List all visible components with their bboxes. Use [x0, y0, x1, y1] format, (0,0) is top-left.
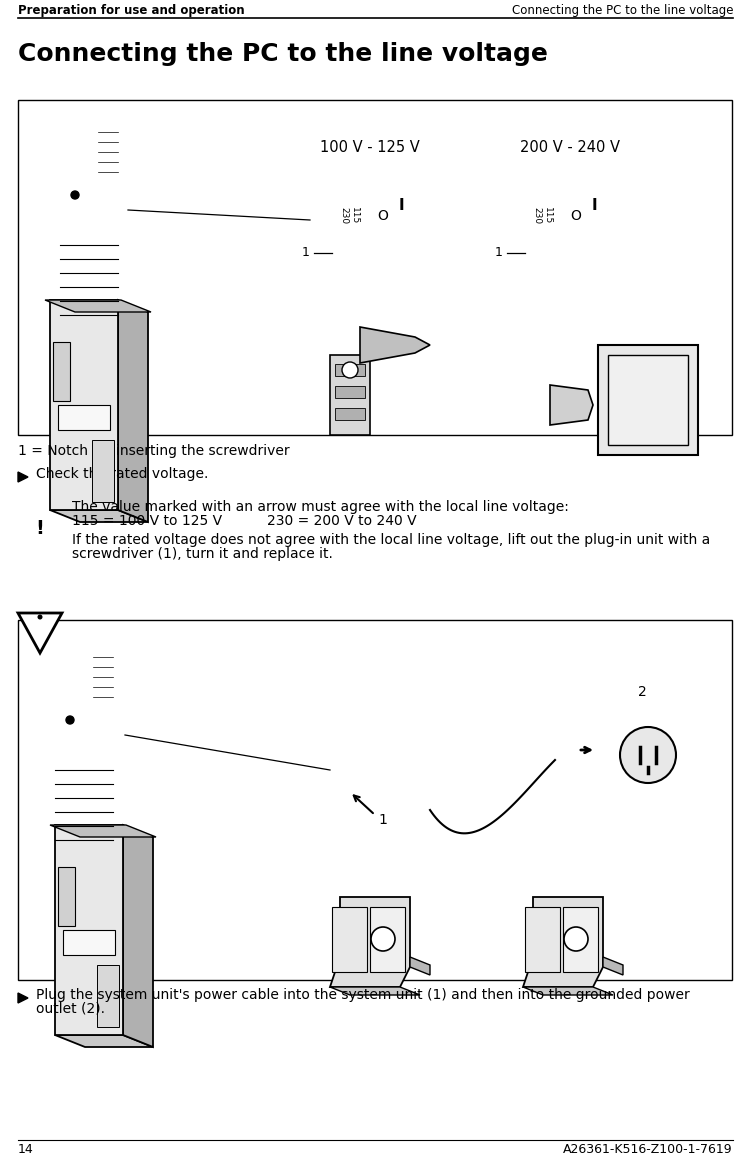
Text: 2: 2 [638, 685, 647, 699]
Polygon shape [603, 957, 623, 975]
Circle shape [620, 726, 676, 783]
Text: Connecting the PC to the line voltage: Connecting the PC to the line voltage [511, 3, 733, 17]
Polygon shape [563, 907, 598, 973]
Text: Plug the system unit's power cable into the system unit (1) and then into the gr: Plug the system unit's power cable into … [36, 988, 689, 1003]
Polygon shape [332, 907, 367, 973]
Text: If the rated voltage does not agree with the local line voltage, lift out the pl: If the rated voltage does not agree with… [72, 532, 710, 547]
Text: The value marked with an arrow must agree with the local line voltage:: The value marked with an arrow must agre… [72, 500, 569, 514]
Text: 200 V - 240 V: 200 V - 240 V [520, 140, 620, 155]
Text: 115
230: 115 230 [532, 208, 552, 224]
Polygon shape [18, 472, 28, 482]
Polygon shape [53, 342, 70, 401]
Polygon shape [55, 825, 123, 1035]
Text: 230 = 200 V to 240 V: 230 = 200 V to 240 V [267, 514, 417, 528]
Circle shape [342, 362, 358, 378]
Text: 1: 1 [302, 246, 310, 260]
Polygon shape [45, 300, 151, 312]
Bar [18, 620, 732, 979]
Polygon shape [523, 897, 603, 988]
Polygon shape [410, 957, 430, 975]
Polygon shape [330, 897, 410, 988]
Polygon shape [18, 613, 62, 653]
Circle shape [38, 616, 42, 619]
Polygon shape [50, 511, 148, 522]
Polygon shape [525, 907, 560, 973]
Polygon shape [50, 300, 118, 511]
Polygon shape [63, 930, 115, 955]
Polygon shape [123, 825, 153, 1046]
Bar [335, 408, 365, 420]
Text: 1: 1 [378, 813, 387, 827]
Polygon shape [523, 988, 613, 994]
Polygon shape [598, 345, 698, 455]
Polygon shape [55, 1035, 153, 1046]
Circle shape [371, 927, 395, 951]
Polygon shape [608, 355, 688, 445]
Text: O: O [571, 209, 581, 223]
Polygon shape [550, 385, 593, 425]
Polygon shape [58, 867, 75, 926]
Text: 100 V - 125 V: 100 V - 125 V [320, 140, 420, 155]
Text: 14: 14 [18, 1143, 34, 1155]
Text: Connecting the PC to the line voltage: Connecting the PC to the line voltage [18, 42, 548, 66]
Text: 115
230: 115 230 [339, 208, 359, 224]
Text: screwdriver (1), turn it and replace it.: screwdriver (1), turn it and replace it. [72, 547, 333, 561]
Polygon shape [92, 440, 114, 502]
Bar [335, 364, 365, 377]
Text: 115 = 100 V to 125 V: 115 = 100 V to 125 V [72, 514, 222, 528]
Text: I: I [591, 199, 597, 214]
Circle shape [66, 716, 74, 724]
Text: O: O [378, 209, 388, 223]
Polygon shape [18, 993, 28, 1003]
Polygon shape [330, 355, 370, 435]
Text: A26361-K516-Z100-1-7619: A26361-K516-Z100-1-7619 [563, 1143, 733, 1155]
Text: 1: 1 [495, 246, 503, 260]
Polygon shape [118, 300, 148, 522]
Polygon shape [330, 988, 420, 994]
Polygon shape [370, 907, 405, 973]
Circle shape [564, 927, 588, 951]
Text: 1 = Notch for inserting the screwdriver: 1 = Notch for inserting the screwdriver [18, 444, 290, 459]
Polygon shape [58, 405, 110, 430]
Text: Check the rated voltage.: Check the rated voltage. [36, 467, 208, 480]
Text: I: I [398, 199, 404, 214]
Bar [18, 100, 732, 435]
Bar [335, 386, 365, 398]
Circle shape [71, 191, 79, 199]
Text: Preparation for use and operation: Preparation for use and operation [18, 3, 245, 17]
Polygon shape [360, 327, 430, 363]
Polygon shape [97, 964, 119, 1027]
Text: outlet (2).: outlet (2). [36, 1003, 105, 1016]
Polygon shape [50, 825, 156, 837]
Text: !: ! [35, 519, 44, 537]
